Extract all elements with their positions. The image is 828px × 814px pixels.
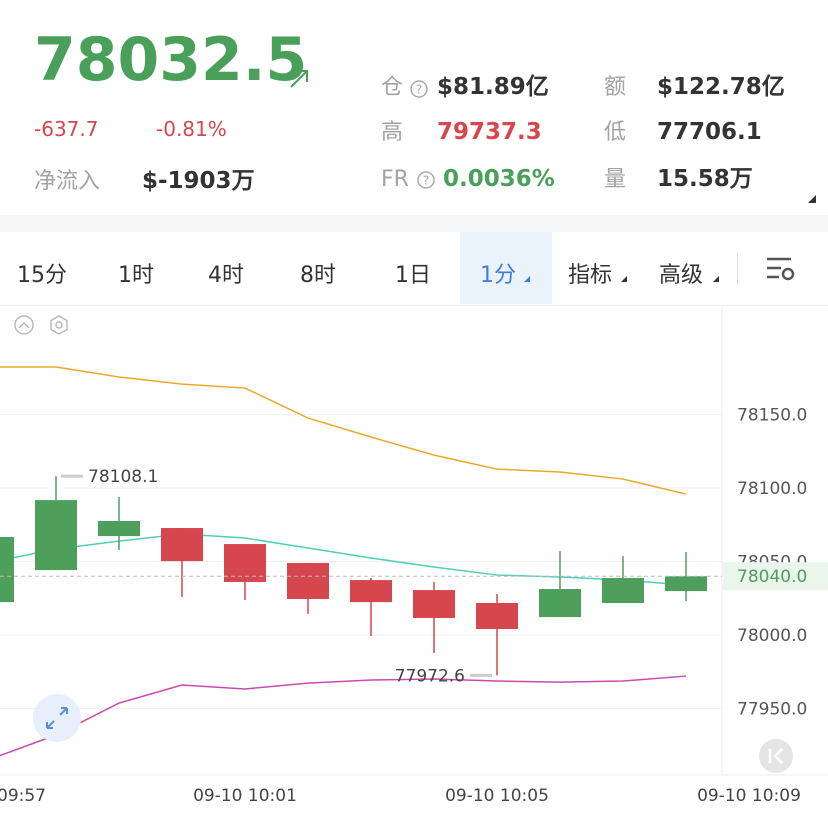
tab-arrows — [524, 257, 795, 282]
y-tick-label: 77950.0 — [737, 700, 807, 720]
candle-body — [0, 536, 14, 603]
reset-button[interactable] — [759, 739, 793, 773]
header: 78032.5 -637.7 -0.81% 净流入 $-1903万 仓 ? $8… — [0, 0, 828, 215]
tab[interactable]: 8时 — [300, 263, 336, 288]
stat-label: 高 — [381, 120, 404, 145]
svg-text:?: ? — [416, 83, 422, 97]
x-tick-label: 09-10 10:09 — [697, 786, 801, 806]
settings-icon[interactable] — [767, 257, 795, 281]
toolbar-icons[interactable] — [14, 315, 68, 335]
x-tick-label: 09-10 10:01 — [193, 786, 297, 806]
candle-body — [413, 590, 455, 618]
indicator-line — [0, 675, 687, 757]
price: 78032.5 — [34, 25, 308, 95]
candle-body — [224, 544, 266, 582]
button-bg — [33, 694, 81, 742]
indicator-line — [0, 533, 687, 586]
svg-text:?: ? — [423, 174, 429, 188]
stat-value: $81.89亿 — [437, 74, 549, 100]
stat-value: 79737.3 — [437, 119, 542, 145]
candle-body — [287, 563, 329, 600]
tab-active[interactable]: 1分 — [480, 263, 516, 288]
candle-body — [161, 528, 203, 562]
help-icon[interactable]: ? — [416, 170, 436, 190]
button-icon — [768, 748, 783, 764]
button-icon — [46, 707, 68, 729]
change: -637.7 — [34, 117, 99, 141]
y-tick-label: 78000.0 — [737, 626, 807, 646]
stat-value: 15.58万 — [657, 166, 753, 192]
tab[interactable]: 15分 — [17, 263, 67, 288]
help-icon[interactable]: ? — [409, 79, 429, 99]
net-inflow-label: 净流入 — [34, 169, 101, 194]
stat-value: 77706.1 — [657, 119, 762, 145]
x-tick-label: 09:57 — [0, 786, 46, 806]
tab[interactable]: 4时 — [208, 263, 244, 288]
indicator-line — [0, 366, 687, 495]
y-tick-label: 78100.0 — [737, 479, 807, 499]
y-tick-label: 78150.0 — [737, 406, 807, 426]
stat-label: 低 — [604, 120, 627, 145]
stat-value: 0.0036% — [443, 166, 555, 192]
x-tick-label: 09-10 10:05 — [445, 786, 549, 806]
candle-body — [350, 580, 392, 603]
active-tab-bg — [460, 232, 552, 304]
last-price-box — [723, 562, 828, 591]
stat-label: FR — [381, 167, 409, 192]
candle-body — [35, 500, 77, 571]
min-label: 77972.6 — [395, 666, 465, 686]
expand-corner[interactable] — [806, 193, 818, 205]
separator — [737, 254, 738, 284]
max-label: 78108.1 — [88, 467, 158, 487]
divider — [0, 215, 828, 232]
fullscreen-button[interactable] — [33, 694, 81, 742]
tab[interactable]: 1日 — [395, 263, 431, 288]
tab[interactable]: 1时 — [118, 263, 154, 288]
stat-label: 仓 — [381, 75, 404, 100]
candle-body — [602, 578, 644, 603]
tab-bar — [0, 232, 828, 306]
net-inflow: $-1903万 — [142, 168, 255, 194]
stat-label: 量 — [604, 167, 627, 192]
chart: 77950.078000.078050.078100.078150.009:57… — [0, 305, 828, 806]
stat-value: $122.78亿 — [657, 74, 785, 100]
candle-body — [476, 602, 518, 630]
change-pct: -0.81% — [156, 117, 227, 141]
tab[interactable]: 指标 — [568, 263, 613, 288]
stat-label: 额 — [604, 75, 627, 100]
up-arrow-icon — [290, 70, 308, 88]
candle-body — [665, 576, 707, 592]
tab[interactable]: 高级 — [659, 263, 704, 288]
candle-body — [539, 589, 581, 618]
last-price-label: 78040.0 — [737, 567, 807, 587]
candle-body — [98, 520, 140, 537]
